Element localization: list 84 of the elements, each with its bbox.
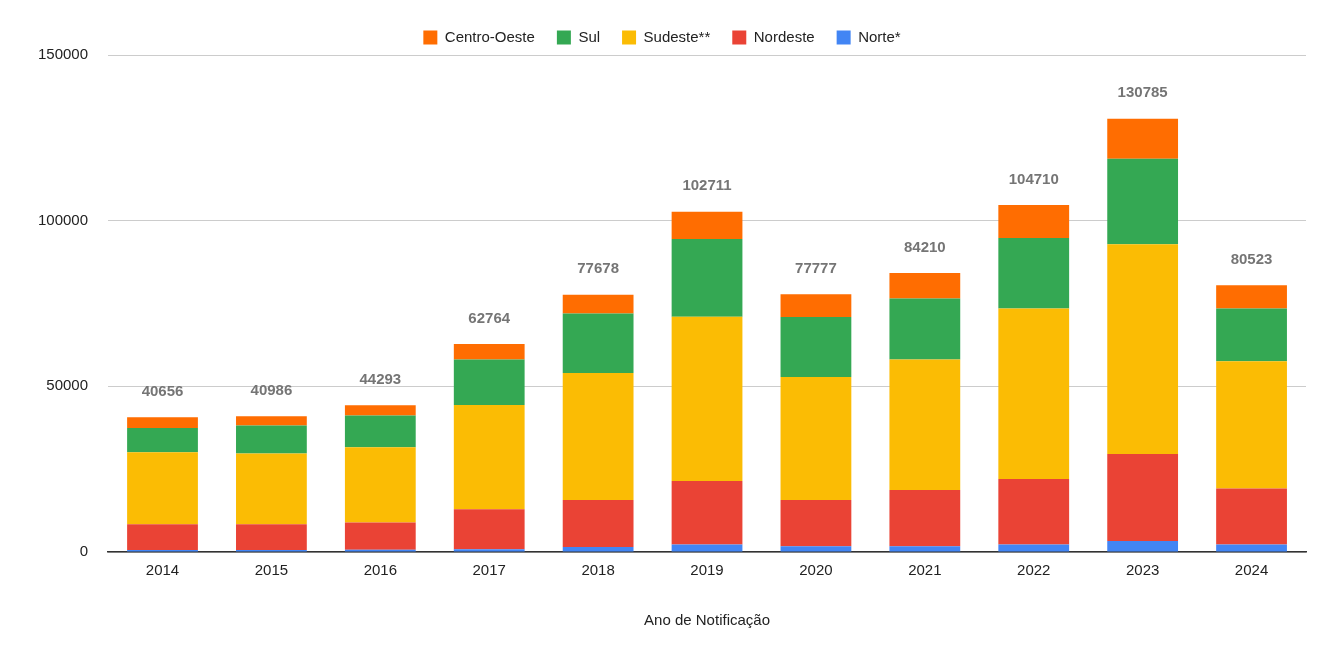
legend-label: Nordeste xyxy=(753,27,815,45)
bar xyxy=(1216,544,1287,552)
bar xyxy=(344,522,416,550)
x-tick-label: 2022 xyxy=(1017,561,1051,579)
total-label: 77678 xyxy=(577,259,619,277)
bar xyxy=(889,272,961,299)
bar xyxy=(780,294,852,318)
legend-label: Centro-Oeste xyxy=(444,27,535,45)
bar xyxy=(344,405,416,416)
x-tick-label: 2014 xyxy=(145,561,180,579)
bar xyxy=(453,509,525,550)
bar xyxy=(889,359,961,491)
total-label: 44293 xyxy=(359,369,402,387)
bar xyxy=(1107,118,1179,159)
total-label: 62764 xyxy=(468,308,511,326)
bar xyxy=(1216,361,1287,489)
bar xyxy=(1107,541,1179,552)
y-tick-label: 0 xyxy=(79,542,89,560)
bar xyxy=(889,546,961,552)
bar xyxy=(127,452,198,525)
x-axis-title: Ano de Notificação xyxy=(644,611,770,629)
bar xyxy=(1107,158,1179,245)
bar xyxy=(127,417,198,429)
y-tick-label: 100000 xyxy=(37,210,89,228)
bar xyxy=(889,298,961,360)
bar xyxy=(236,416,307,426)
bar xyxy=(344,447,416,523)
total-label: 40656 xyxy=(141,381,184,399)
x-tick-label: 2023 xyxy=(1125,561,1160,579)
bar xyxy=(453,404,525,510)
total-label: 40986 xyxy=(250,380,293,398)
bar xyxy=(671,316,743,482)
bar xyxy=(671,211,743,239)
bar xyxy=(127,524,198,551)
bar xyxy=(562,499,634,548)
total-label: 130785 xyxy=(1117,83,1168,101)
legend-label: Sudeste** xyxy=(643,27,711,45)
bar xyxy=(998,544,1070,552)
bar xyxy=(453,359,525,405)
bar xyxy=(671,481,743,545)
bar xyxy=(671,544,743,552)
bar xyxy=(562,373,634,500)
bar xyxy=(780,377,852,500)
bar xyxy=(780,546,852,552)
total-label: 84210 xyxy=(903,237,946,255)
bar xyxy=(1107,244,1179,454)
x-tick-label: 2021 xyxy=(908,561,942,579)
x-tick-label: 2017 xyxy=(472,561,506,579)
bar xyxy=(236,453,307,525)
total-label: 80523 xyxy=(1230,249,1273,267)
x-tick-label: 2024 xyxy=(1234,561,1269,579)
bar xyxy=(127,428,198,453)
y-tick-label: 150000 xyxy=(37,45,89,63)
total-label: 104710 xyxy=(1008,169,1059,187)
x-tick-label: 2019 xyxy=(690,561,724,579)
bar xyxy=(998,479,1070,545)
bar xyxy=(562,313,634,374)
total-label: 102711 xyxy=(682,176,732,194)
bar xyxy=(236,425,307,454)
bar xyxy=(236,524,307,551)
bar xyxy=(998,205,1070,238)
legend-label: Norte* xyxy=(858,27,901,45)
bar xyxy=(1216,285,1287,309)
total-label: 77777 xyxy=(795,258,837,276)
bar xyxy=(1216,308,1287,362)
bar xyxy=(998,237,1070,309)
bar xyxy=(344,415,416,448)
bar xyxy=(889,490,961,547)
bar xyxy=(671,238,743,317)
x-tick-label: 2020 xyxy=(799,561,833,579)
x-tick-label: 2018 xyxy=(581,561,615,579)
bar xyxy=(1107,453,1179,542)
x-tick-label: 2015 xyxy=(254,561,289,579)
bar xyxy=(780,499,852,547)
bar xyxy=(562,547,634,552)
bar xyxy=(780,317,852,378)
bar xyxy=(562,294,634,314)
y-tick-label: 50000 xyxy=(46,376,89,394)
x-tick-label: 2016 xyxy=(363,561,397,579)
bar xyxy=(453,549,525,552)
bar xyxy=(1216,488,1287,545)
bar xyxy=(453,344,525,360)
bar xyxy=(998,308,1070,480)
legend-label: Sul xyxy=(578,27,601,45)
